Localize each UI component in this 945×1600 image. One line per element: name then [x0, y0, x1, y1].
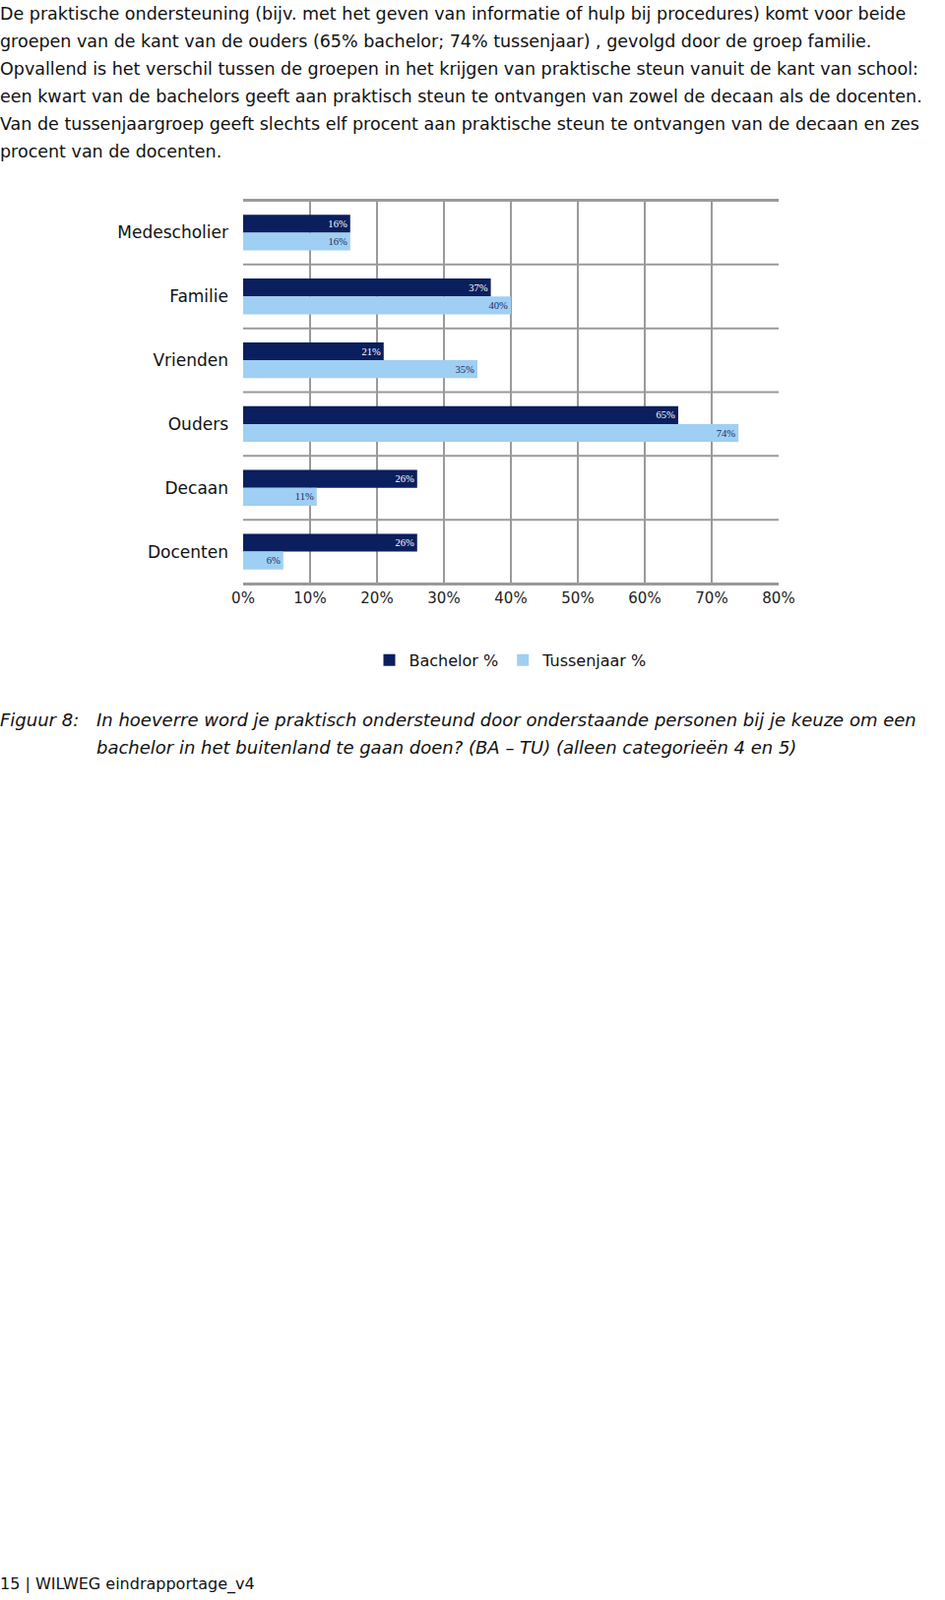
- svg-text:40%: 40%: [494, 589, 527, 608]
- svg-text:70%: 70%: [694, 589, 728, 608]
- svg-text:16%: 16%: [327, 218, 348, 230]
- svg-text:35%: 35%: [455, 364, 476, 376]
- svg-text:26%: 26%: [394, 537, 415, 549]
- html-text:Figuur 8:: Figuur 8:: [0, 709, 80, 731]
- svg-text:6%: 6%: [266, 555, 281, 567]
- svg-text:20%: 20%: [360, 589, 393, 608]
- svg-text:0%: 0%: [231, 589, 255, 608]
- svg-text:26%: 26%: [394, 473, 415, 485]
- svg-text:16%: 16%: [327, 236, 348, 248]
- html-text:In hoeverre word je praktisch: In hoeverre word je praktisch ondersteun…: [96, 709, 917, 758]
- svg-text:10%: 10%: [293, 589, 326, 608]
- svg-text:21%: 21%: [361, 346, 381, 358]
- svg-text:11%: 11%: [295, 491, 315, 503]
- svg-text:Tussenjaar %: Tussenjaar %: [541, 651, 646, 671]
- html-text:15 | WILWEG eindrapportage_v4: 15 | WILWEG eindrapportage_v4: [0, 1575, 255, 1594]
- svg-text:Vrienden: Vrienden: [152, 350, 229, 371]
- svg-text:Familie: Familie: [169, 286, 229, 307]
- svg-text:74%: 74%: [716, 428, 737, 440]
- svg-text:60%: 60%: [628, 589, 661, 608]
- svg-text:65%: 65%: [656, 409, 677, 421]
- svg-text:Decaan: Decaan: [164, 478, 229, 499]
- svg-text:Ouders: Ouders: [168, 414, 229, 435]
- svg-text:40%: 40%: [489, 300, 509, 312]
- svg-text:37%: 37%: [468, 282, 489, 294]
- svg-text:50%: 50%: [561, 589, 594, 608]
- html-text:De praktische ondersteuning (b: De praktische ondersteuning (bijv. met h…: [0, 3, 923, 162]
- svg-text:Docenten: Docenten: [147, 542, 229, 563]
- svg-text:Medescholier: Medescholier: [117, 222, 229, 243]
- svg-text:Bachelor %: Bachelor %: [409, 651, 500, 671]
- svg-text:30%: 30%: [427, 589, 460, 608]
- svg-text:80%: 80%: [761, 589, 795, 608]
